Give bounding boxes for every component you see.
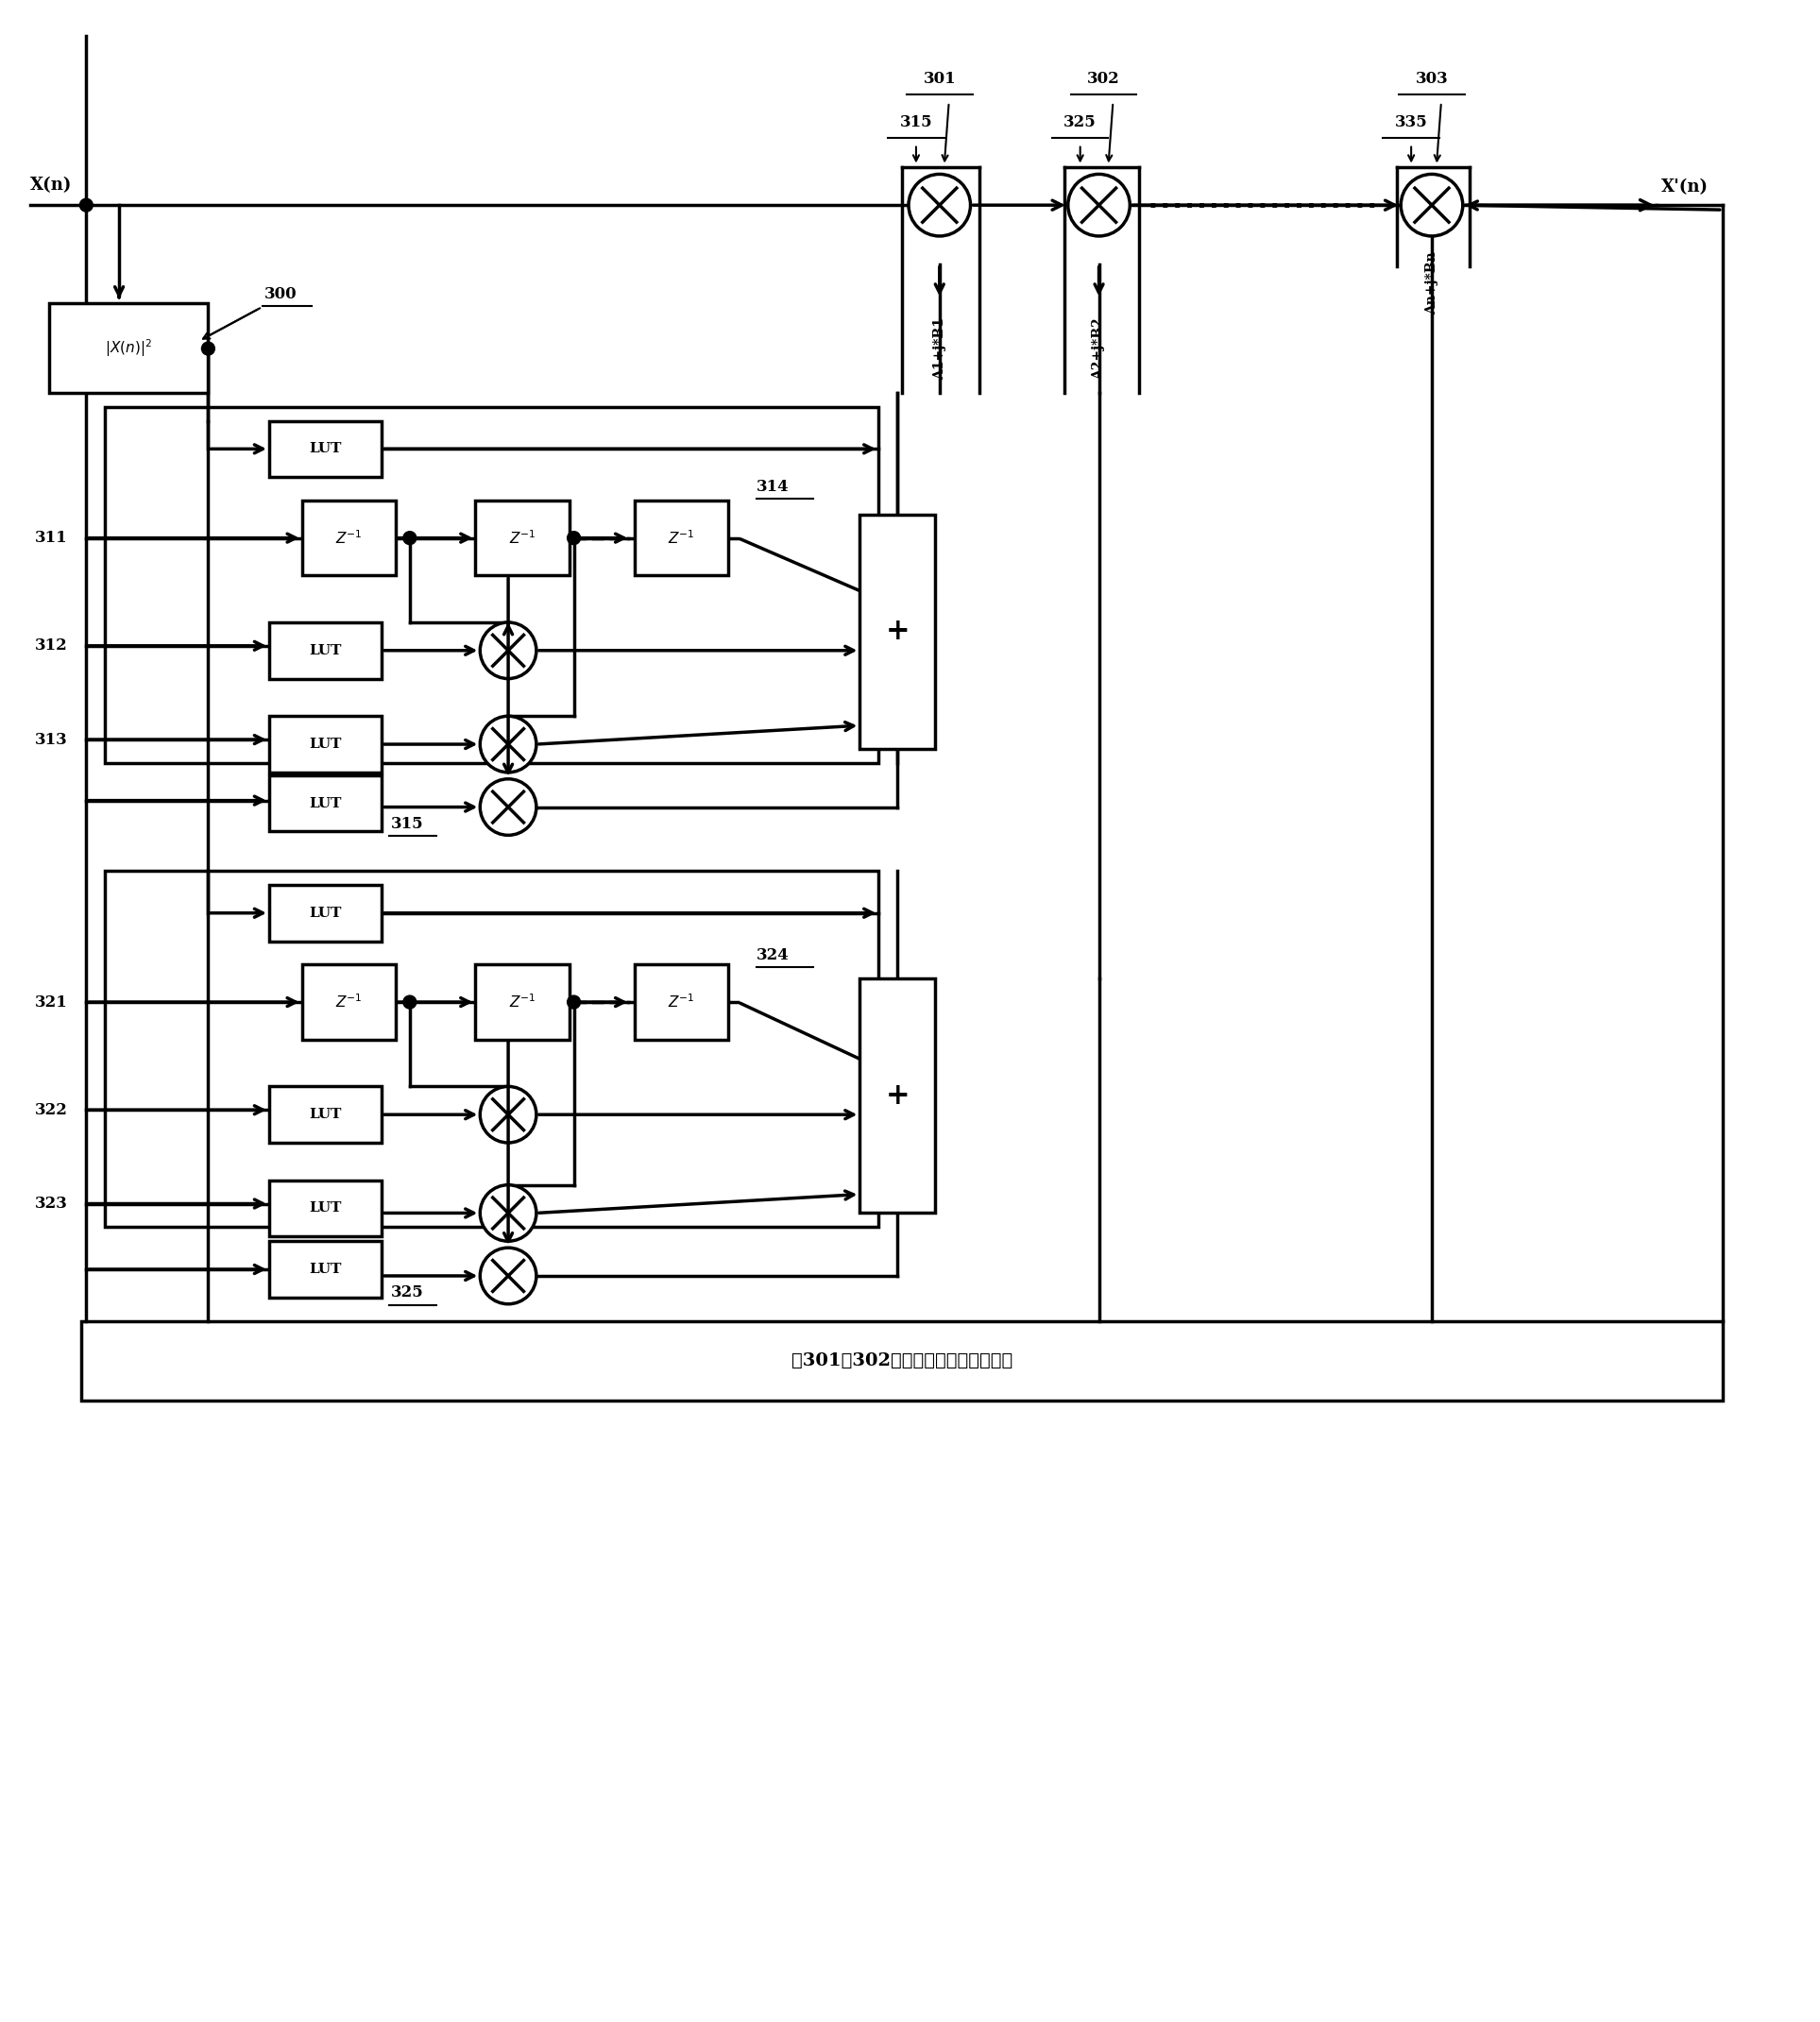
Text: A2+j*B2: A2+j*B2 <box>1092 317 1105 380</box>
Text: 303: 303 <box>1416 71 1449 87</box>
Bar <box>269 716 382 772</box>
Bar <box>635 501 728 576</box>
Circle shape <box>202 342 215 356</box>
Circle shape <box>80 198 93 212</box>
Bar <box>269 774 382 831</box>
Circle shape <box>480 716 537 772</box>
Text: +: + <box>885 1082 910 1110</box>
Circle shape <box>1401 174 1463 237</box>
Bar <box>302 501 395 576</box>
Text: 313: 313 <box>35 732 67 748</box>
Bar <box>269 886 382 940</box>
Circle shape <box>568 532 581 544</box>
Bar <box>82 1320 1722 1401</box>
Bar <box>269 1181 382 1237</box>
Circle shape <box>480 1248 537 1304</box>
Circle shape <box>480 1185 537 1242</box>
Text: A1+j*B1: A1+j*B1 <box>934 317 946 380</box>
Text: 325: 325 <box>391 1284 424 1300</box>
Circle shape <box>404 532 417 544</box>
Text: 311: 311 <box>35 530 67 546</box>
Bar <box>106 406 879 762</box>
Text: LUT: LUT <box>309 1262 342 1276</box>
Text: $Z^{-1}$: $Z^{-1}$ <box>510 530 535 546</box>
Text: 335: 335 <box>1394 115 1427 131</box>
Text: LUT: LUT <box>309 643 342 657</box>
Text: $Z^{-1}$: $Z^{-1}$ <box>335 993 362 1011</box>
Bar <box>49 303 207 392</box>
Text: $|X(n)|^2$: $|X(n)|^2$ <box>106 338 153 358</box>
Text: 314: 314 <box>757 479 790 495</box>
Circle shape <box>480 1086 537 1142</box>
Circle shape <box>908 174 970 237</box>
Text: 如301，302所示功能部件的多次重复: 如301，302所示功能部件的多次重复 <box>792 1353 1012 1369</box>
Text: LUT: LUT <box>309 1201 342 1215</box>
Bar <box>475 501 570 576</box>
Bar <box>859 514 935 748</box>
Bar <box>859 979 935 1213</box>
Text: 312: 312 <box>35 637 67 653</box>
Text: 324: 324 <box>757 946 790 962</box>
Text: $Z^{-1}$: $Z^{-1}$ <box>668 993 695 1011</box>
Circle shape <box>568 995 581 1009</box>
Text: 325: 325 <box>1063 115 1097 131</box>
Circle shape <box>404 995 417 1009</box>
Bar <box>269 1086 382 1142</box>
Text: $Z^{-1}$: $Z^{-1}$ <box>510 993 535 1011</box>
Text: 302: 302 <box>1087 71 1119 87</box>
Text: 301: 301 <box>923 71 956 87</box>
Text: LUT: LUT <box>309 906 342 920</box>
Text: 322: 322 <box>35 1102 67 1118</box>
Text: 300: 300 <box>264 287 297 301</box>
Text: $Z^{-1}$: $Z^{-1}$ <box>668 530 695 546</box>
Circle shape <box>1068 174 1130 237</box>
Text: 323: 323 <box>35 1195 67 1211</box>
Bar <box>106 871 879 1227</box>
Bar <box>475 964 570 1039</box>
Bar <box>269 623 382 679</box>
Text: LUT: LUT <box>309 797 342 811</box>
Text: 315: 315 <box>899 115 932 131</box>
Bar <box>269 1242 382 1298</box>
Text: LUT: LUT <box>309 1108 342 1122</box>
Text: LUT: LUT <box>309 738 342 750</box>
Text: 315: 315 <box>391 817 424 831</box>
Text: X'(n): X'(n) <box>1662 178 1709 196</box>
Text: $Z^{-1}$: $Z^{-1}$ <box>335 530 362 546</box>
Text: 321: 321 <box>35 995 67 1011</box>
Bar <box>302 964 395 1039</box>
Text: LUT: LUT <box>309 443 342 455</box>
Circle shape <box>480 623 537 679</box>
Bar <box>635 964 728 1039</box>
Circle shape <box>480 778 537 835</box>
Text: An+j*Bn: An+j*Bn <box>1425 253 1438 315</box>
Bar <box>269 421 382 477</box>
Text: X(n): X(n) <box>29 176 73 194</box>
Text: +: + <box>885 617 910 647</box>
